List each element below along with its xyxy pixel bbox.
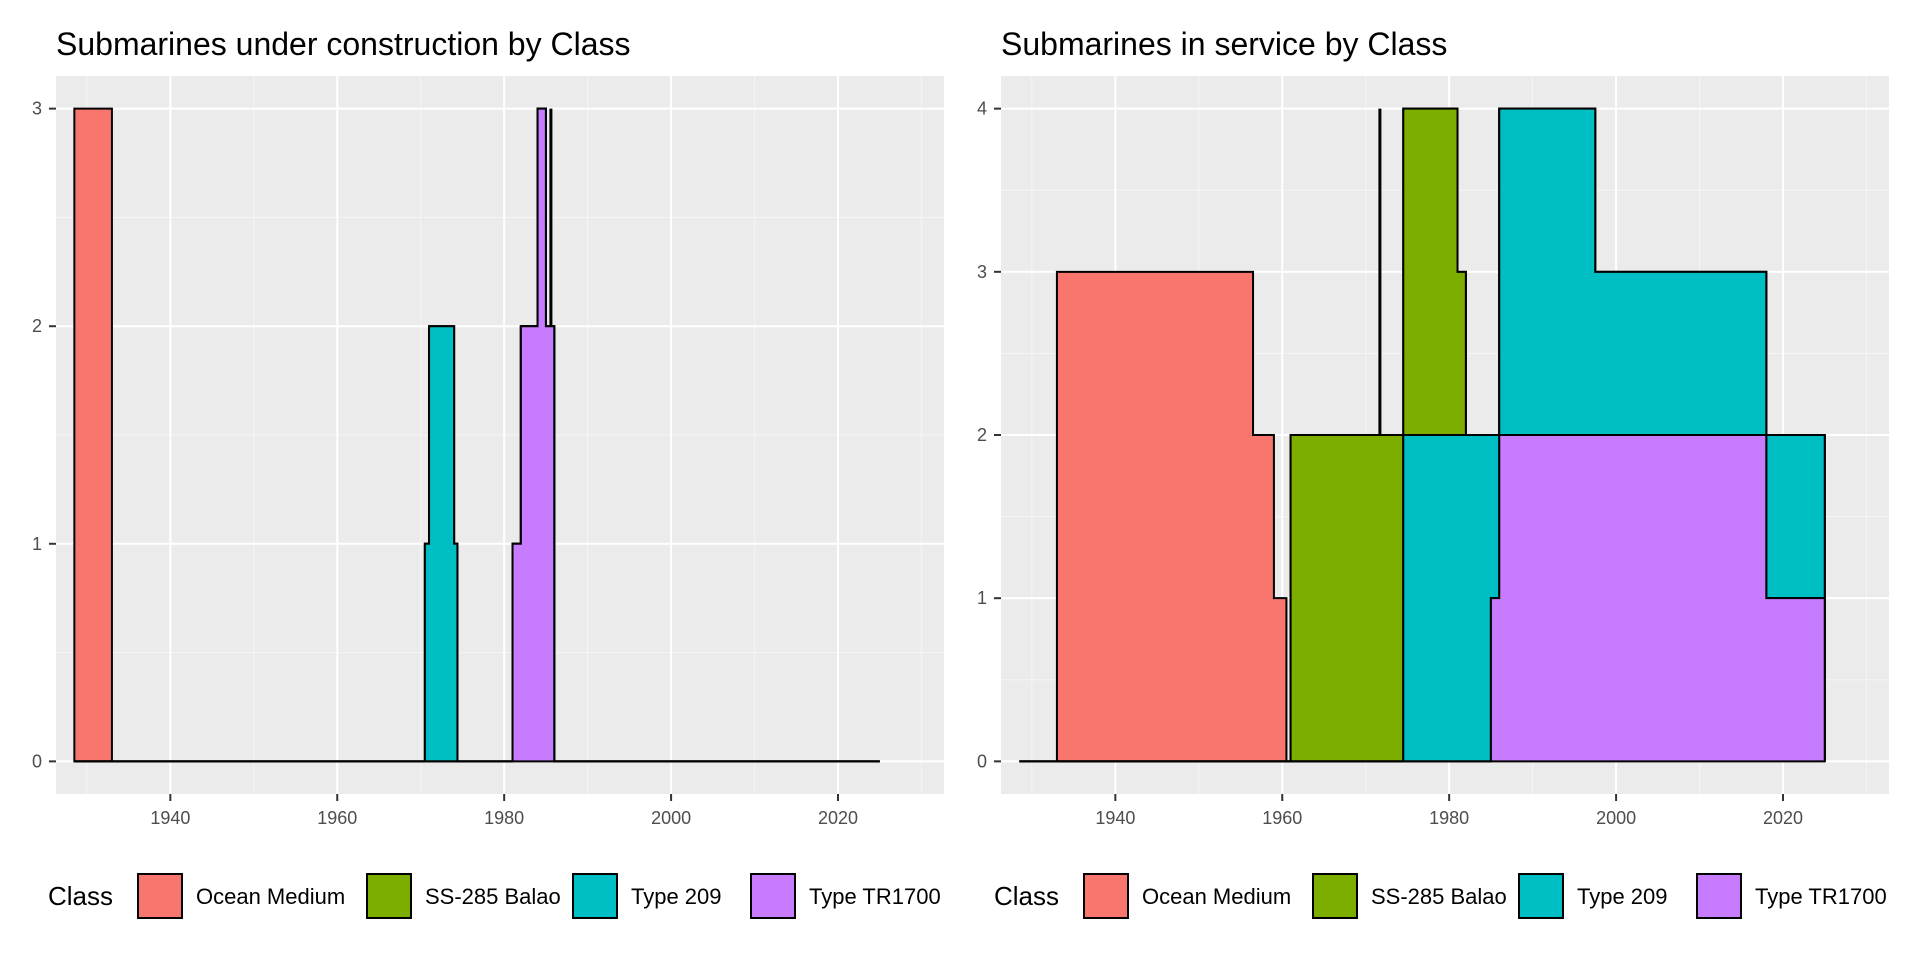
legend-swatch [572, 873, 618, 919]
x-tick-label: 2000 [1596, 808, 1636, 828]
areas-right [1019, 107, 1826, 763]
legend-label: SS-285 Balao [425, 884, 561, 909]
grid-left [56, 76, 944, 794]
panel-left: Submarines under construction by Class 1… [32, 26, 944, 919]
legend-title: Class [994, 881, 1059, 911]
area-type-tr1700 [1019, 434, 1826, 763]
x-ticks-right: 1940 1960 1980 2000 2020 [1095, 794, 1803, 828]
legend-swatch [1312, 873, 1358, 919]
legend-swatch [1083, 873, 1129, 919]
x-tick-label: 1980 [484, 808, 524, 828]
x-tick-label: 2020 [1763, 808, 1803, 828]
legend-label: Type TR1700 [809, 884, 941, 909]
x-tick-label: 1960 [1262, 808, 1302, 828]
y-tick-label: 2 [32, 316, 42, 336]
x-tick-label: 2020 [818, 808, 858, 828]
legend-label: Ocean Medium [1142, 884, 1291, 909]
x-tick-label: 2000 [651, 808, 691, 828]
legend-swatch [137, 873, 183, 919]
legend-left: Class Ocean Medium SS-285 Balao Type 209 Typ… [48, 873, 941, 919]
chart-title-left: Submarines under construction by Class [56, 26, 631, 62]
y-tick-label: 1 [32, 534, 42, 554]
y-tick-label: 0 [977, 751, 987, 771]
legend-label: SS-285 Balao [1371, 884, 1507, 909]
y-tick-label: 1 [977, 588, 987, 608]
x-tick-label: 1980 [1429, 808, 1469, 828]
legend-right: Class Ocean Medium SS-285 Balao Type 209 Typ… [994, 873, 1887, 919]
legend-swatch [1696, 873, 1742, 919]
y-ticks-right: 0 1 2 3 4 [977, 99, 1001, 771]
x-tick-label: 1940 [1095, 808, 1135, 828]
legend-label: Ocean Medium [196, 884, 345, 909]
y-ticks-left: 0 1 2 3 [32, 99, 56, 771]
y-tick-label: 3 [32, 99, 42, 119]
legend-swatch [1518, 873, 1564, 919]
legend-label: Type 209 [1577, 884, 1668, 909]
legend-swatch [750, 873, 796, 919]
x-tick-label: 1940 [150, 808, 190, 828]
legend-label: Type TR1700 [1755, 884, 1887, 909]
y-tick-label: 4 [977, 99, 987, 119]
y-tick-label: 3 [977, 262, 987, 282]
y-tick-label: 2 [977, 425, 987, 445]
legend-swatch [366, 873, 412, 919]
panel-right: Submarines in service by Class 1940 1960 1… [977, 26, 1889, 919]
x-ticks-left: 1940 1960 1980 2000 2020 [150, 794, 858, 828]
legend-label: Type 209 [631, 884, 722, 909]
legend-title: Class [48, 881, 113, 911]
y-tick-label: 0 [32, 751, 42, 771]
x-tick-label: 1960 [317, 808, 357, 828]
chart-title-right: Submarines in service by Class [1001, 26, 1447, 62]
